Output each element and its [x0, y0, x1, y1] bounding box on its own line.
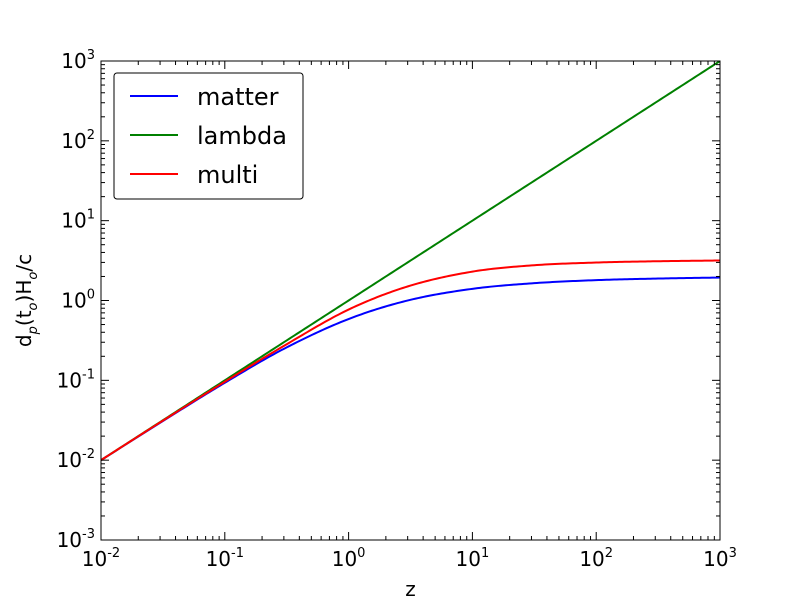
y-tick-base: 10 — [61, 49, 86, 73]
legend-label-matter: matter — [197, 83, 279, 111]
x-tick-label: 101 — [456, 546, 490, 571]
y-tick-label: 102 — [61, 128, 95, 153]
series-line-multi — [101, 259, 720, 462]
y-tick-exponent: 2 — [87, 128, 95, 143]
legend-label-lambda: lambda — [197, 122, 287, 150]
x-tick-label: 103 — [703, 546, 737, 571]
y-tick-exponent: -2 — [82, 447, 95, 462]
x-tick-exponent: 1 — [481, 546, 489, 561]
x-tick-base: 10 — [456, 547, 481, 571]
y-axis-label-base-sub: p — [26, 326, 41, 335]
y-tick-exponent: 1 — [87, 208, 95, 223]
x-tick-label: 102 — [579, 546, 613, 571]
y-tick-exponent: 0 — [87, 288, 95, 303]
x-axis-label: z — [405, 577, 416, 600]
legend-box — [113, 72, 304, 200]
y-axis-label-tail: /c — [12, 254, 36, 272]
legend: matter lambda multi — [113, 72, 304, 200]
y-axis-label-base: d — [12, 334, 36, 347]
legend-label-multi: multi — [197, 161, 258, 189]
y-tick-label: 100 — [61, 288, 95, 313]
y-tick-label: 103 — [61, 48, 95, 73]
y-tick-label: 10-3 — [57, 527, 95, 552]
y-axis-label: dp(to)Ho/c — [12, 254, 41, 347]
y-tick-base: 10 — [57, 448, 82, 472]
y-tick-exponent: -3 — [82, 527, 95, 542]
x-tick-base: 10 — [579, 547, 604, 571]
y-tick-exponent: -1 — [82, 367, 95, 382]
y-axis-label-after-sub: o — [26, 272, 41, 280]
series-layer — [101, 61, 720, 462]
x-tick-exponent: 2 — [605, 546, 613, 561]
y-tick-label: 10-2 — [57, 447, 95, 472]
y-tick-base: 10 — [61, 129, 86, 153]
x-tick-base: 10 — [332, 547, 357, 571]
ticks-layer: 10-2 10-1 100 101 102 10310-310-210-110010110… — [57, 48, 737, 571]
x-tick-base: 10 — [703, 547, 728, 571]
y-axis-label-middle: (t — [12, 310, 36, 326]
y-tick-base: 10 — [61, 209, 86, 233]
x-tick-exponent: 3 — [729, 546, 737, 561]
y-tick-base: 10 — [61, 289, 86, 313]
x-tick-base: 10 — [206, 547, 231, 571]
y-tick-label: 101 — [61, 208, 95, 233]
y-tick-label: 10-1 — [57, 367, 95, 392]
series-line-matter — [101, 276, 720, 462]
y-axis-label-after: )H — [12, 280, 36, 303]
x-tick-label: 10-2 — [82, 546, 120, 571]
x-tick-exponent: -1 — [231, 546, 244, 561]
x-tick-exponent: 0 — [357, 546, 365, 561]
x-tick-base: 10 — [82, 547, 107, 571]
x-tick-exponent: -2 — [107, 546, 120, 561]
y-tick-base: 10 — [57, 528, 82, 552]
y-tick-exponent: 3 — [87, 48, 95, 63]
y-axis-label-middle-sub: o — [26, 302, 41, 310]
y-tick-base: 10 — [57, 368, 82, 392]
x-tick-label: 100 — [332, 546, 366, 571]
x-tick-label: 10-1 — [206, 546, 244, 571]
